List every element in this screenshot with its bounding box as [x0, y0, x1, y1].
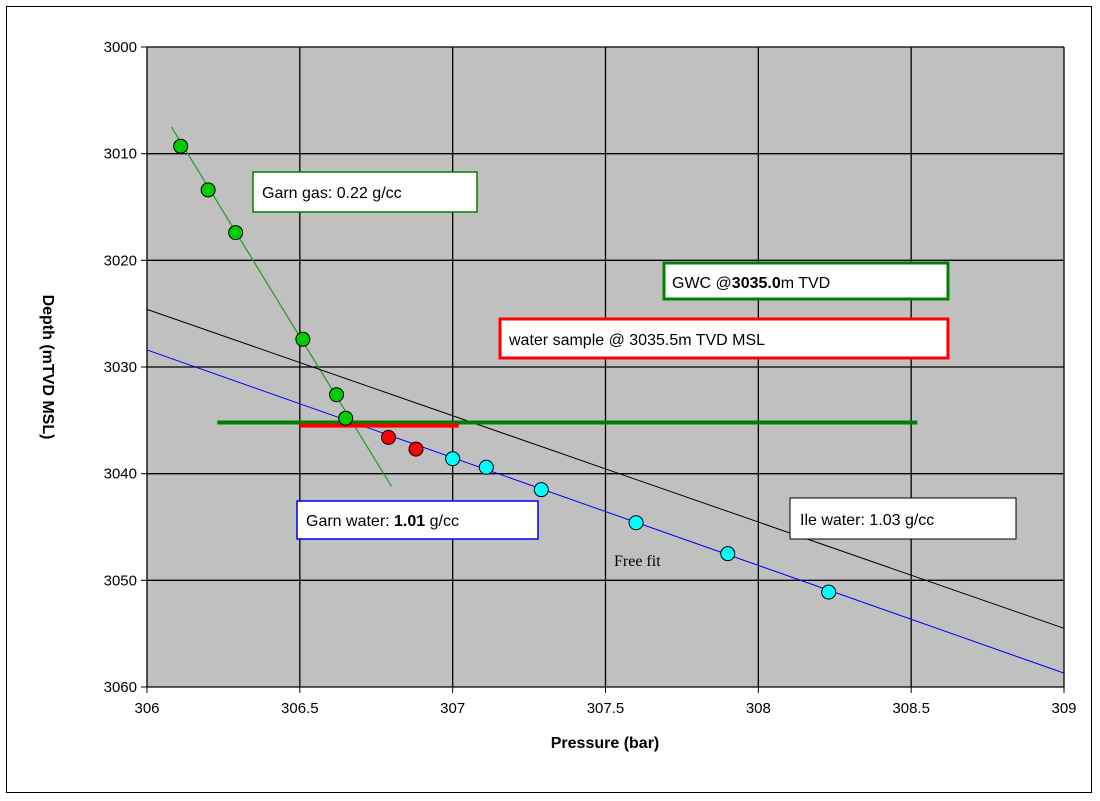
x-tick-label: 309 [1051, 700, 1076, 717]
sample-point [380, 429, 396, 445]
y-tick-label: 3050 [104, 572, 137, 589]
ile-water-box [789, 497, 1017, 540]
ile-water-label: Ile water: 1.03 g/cc [800, 512, 934, 529]
y-tick-label: 3060 [104, 679, 137, 696]
gwc-suffix: m TVD [781, 275, 830, 292]
garn-water-box [296, 500, 539, 540]
gwc-annotation: GWC @3035.0m TVD [662, 261, 950, 301]
ile-water-annotation: Ile water: 1.03 g/cc [789, 497, 1017, 540]
garn-gas-annotation: Garn gas: 0.22 g/cc [252, 171, 478, 213]
gas-point [200, 182, 216, 198]
y-tick-label: 3030 [104, 359, 137, 376]
y-tick-label: 3020 [104, 252, 137, 269]
x-tick-label: 306 [134, 700, 159, 717]
water-point [720, 546, 736, 562]
gas-point [295, 331, 311, 347]
garn-water-suffix: g/cc [425, 513, 459, 530]
garn-gas-label: Garn gas: 0.22 g/cc [262, 185, 402, 202]
water-point [628, 515, 644, 531]
x-tick-label: 306.5 [281, 700, 319, 717]
pressure-depth-chart: 306 306.5 307 307.5 308 308.5 309 3000 3010 3020 3… [39, 39, 1077, 752]
water-point [533, 482, 549, 498]
x-tick-label: 307.5 [587, 700, 625, 717]
garn-water-annotation: Garn water: 1.01 g/cc [296, 500, 539, 540]
water-point [445, 451, 461, 467]
x-tick-label: 308 [746, 700, 771, 717]
gwc-prefix: GWC @ [672, 275, 732, 292]
gwc-box [662, 261, 950, 301]
water-sample-annotation: water sample @ 3035.5m TVD MSL [498, 317, 950, 360]
gas-point [173, 138, 189, 154]
gas-point [228, 225, 244, 241]
water-point [478, 459, 494, 475]
y-tick-label: 3000 [104, 39, 137, 56]
fit-lines [146, 126, 1065, 674]
garn-gas-box [252, 171, 478, 213]
garn-water-prefix: Garn water: [306, 513, 394, 530]
ile-water-fit-line [146, 308, 1065, 629]
x-tick-label: 308.5 [892, 700, 930, 717]
axis-ticks: 306 306.5 307 307.5 308 308.5 309 3000 3010 3020 3… [104, 39, 1077, 717]
water-sample-label: water sample @ 3035.5m TVD MSL [508, 332, 765, 349]
y-tick-label: 3040 [104, 466, 137, 483]
garn-water-value: 1.01 [394, 513, 425, 530]
y-tick-label: 3010 [104, 146, 137, 163]
x-tick-label: 307 [440, 700, 465, 717]
chart-frame: 306 306.5 307 307.5 308 308.5 309 3000 3010 3020 3… [6, 6, 1092, 793]
gas-point [338, 410, 354, 426]
data-points [173, 138, 837, 600]
x-axis-title: Pressure (bar) [551, 735, 660, 752]
sample-point [408, 441, 424, 457]
garn-water-label: Garn water: 1.01 g/cc [306, 513, 459, 530]
gas-point [329, 387, 345, 403]
gwc-label: GWC @3035.0m TVD [672, 275, 830, 292]
garn-water-fit-line [146, 349, 1065, 674]
gwc-value: 3035.0 [732, 275, 781, 292]
free-fit-label: Free fit [614, 553, 661, 570]
y-axis-title: Depth (mTVD MSL) [39, 295, 56, 440]
water-point [821, 584, 837, 600]
water-sample-box [498, 317, 950, 360]
